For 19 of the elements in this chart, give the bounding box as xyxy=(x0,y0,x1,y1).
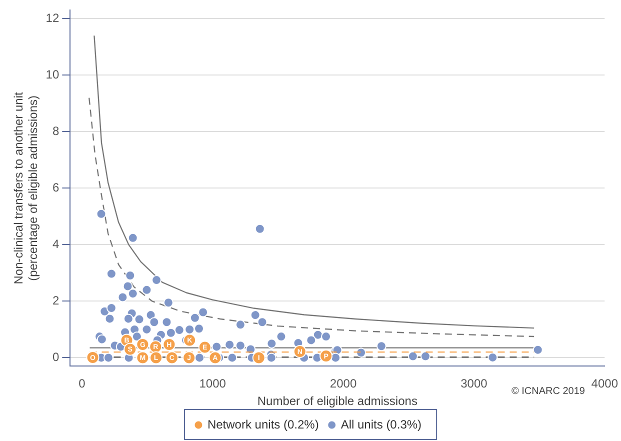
y-tick-label: 0 xyxy=(52,350,60,364)
legend-label: All units (0.3%) xyxy=(340,417,422,432)
x-axis-title: Number of eligible admissions xyxy=(257,394,418,408)
y-tick-label: 4 xyxy=(52,237,60,252)
x-tick-label: 2000 xyxy=(330,376,357,391)
y-tick-label: 12 xyxy=(46,10,60,25)
x-tick-label: 0 xyxy=(78,376,86,391)
y-tick-label: 2 xyxy=(52,294,60,308)
x-tick-label: 1000 xyxy=(199,376,226,391)
legend-label: Network units (0.2%) xyxy=(207,417,319,432)
text: © ICNARC 2019 xyxy=(511,386,585,397)
line-series xyxy=(88,97,535,338)
y-axis-title: Non-clinical transfers to another unit (percentage of eligible admissions) xyxy=(12,91,40,284)
y-tick-label: 8 xyxy=(52,124,60,138)
y-tick-label: 6 xyxy=(52,180,60,195)
point xyxy=(252,351,266,364)
y-tick-label: 10 xyxy=(46,67,60,82)
x-tick-label: 4000 xyxy=(591,376,618,391)
x-tick-label: 3000 xyxy=(460,376,488,391)
